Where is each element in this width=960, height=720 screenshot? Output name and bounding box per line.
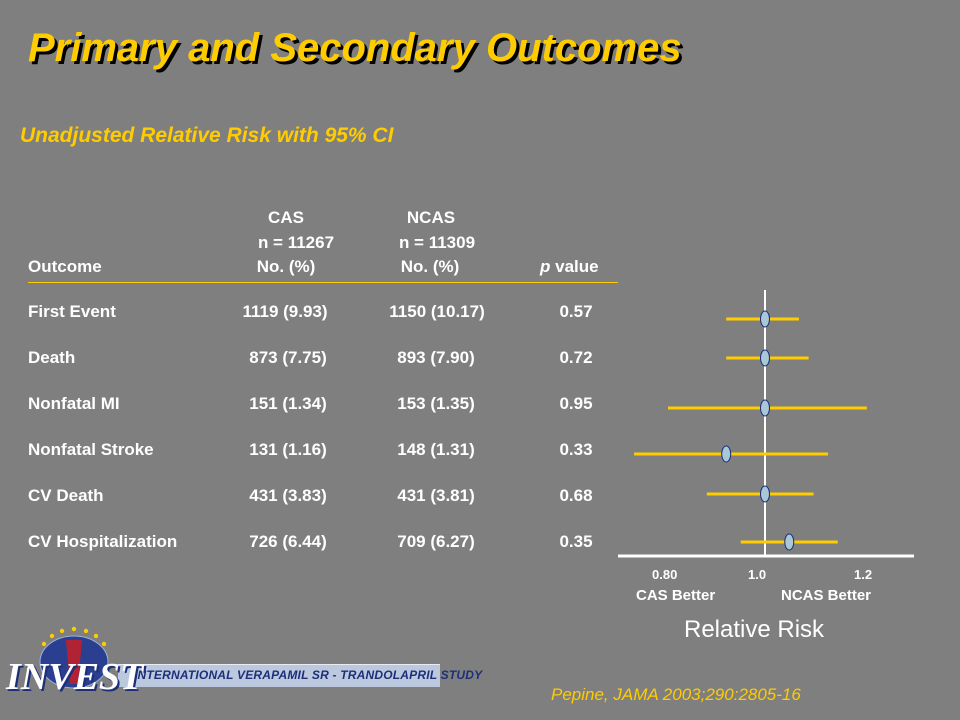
row-ncas-death: 893 (7.90) [397,348,475,367]
row-outcome-first-event: First Event [28,302,116,321]
row-ncas-cv-hospitalization: 709 (6.27) [397,532,475,551]
row-ncas-nonfatal-mi: 153 (1.35) [397,394,475,413]
citation: Pepine, JAMA 2003;290:2805-16 [551,685,801,704]
row-ncas-nonfatal-stroke: 148 (1.31) [397,440,475,459]
ncas-better-label: NCAS Better [781,587,872,604]
slide-subtitle: Unadjusted Relative Risk with 95% CI [20,124,394,147]
header-p-word: value [555,257,599,276]
row-cas-cv-death: 431 (3.83) [249,486,327,505]
header-cas-n: n = 11267 [257,233,335,252]
x-tick-0-80: 0.80 [652,567,678,582]
header-ncas-name: NCAS [406,208,456,227]
row-outcome-cv-death: CV Death [28,486,104,505]
x-tick-1-2: 1.2 [854,567,873,582]
row-p-first-event: 0.57 [559,302,593,321]
x-axis-title: Relative Risk [684,616,825,643]
row-p-death: 0.72 [559,348,593,367]
header-ncas-unit: No. (%) [400,257,460,276]
row-outcome-nonfatal-mi: Nonfatal MI [28,394,120,413]
header-divider [28,282,618,283]
header-p-value: p value [540,257,599,277]
logo-globe-icon [39,626,109,689]
logo-banner-text: INTERNATIONAL VERAPAMIL SR - TRANDOLAPRI… [134,668,483,682]
row-p-nonfatal-mi: 0.95 [559,394,593,413]
header-cas-unit: No. (%) [256,257,316,276]
rr-marker-nonfatal-mi [760,399,770,417]
row-ncas-cv-death: 431 (3.81) [397,486,475,505]
rr-marker-first-event [760,310,770,328]
row-cas-cv-hospitalization: 726 (6.44) [249,532,327,551]
rr-marker-death [760,349,770,367]
cas-better-label: CAS Better [636,587,716,604]
row-outcome-cv-hospitalization: CV Hospitalization [28,532,178,551]
row-cas-death: 873 (7.75) [249,348,327,367]
logo-wordmark: INVEST [6,656,144,698]
row-p-cv-hospitalization: 0.35 [559,532,593,551]
row-cas-nonfatal-mi: 151 (1.34) [249,394,327,413]
x-tick-1-0: 1.0 [748,567,767,582]
logo-banner: INTERNATIONAL VERAPAMIL SR - TRANDOLAPRI… [118,664,482,687]
header-ncas-n: n = 11309 [398,233,476,252]
row-cas-first-event: 1119 (9.93) [242,302,328,321]
row-cas-nonfatal-stroke: 131 (1.16) [249,440,327,459]
rr-marker-cv-hospitalization [784,533,795,551]
slide-title: Primary and Secondary Outcomes [28,26,682,70]
rr-marker-cv-death [760,485,770,503]
header-cas-name: CAS [268,208,304,227]
row-p-nonfatal-stroke: 0.33 [559,440,593,459]
rr-marker-nonfatal-stroke [721,445,732,463]
row-ncas-first-event: 1150 (10.17) [389,302,485,321]
header-outcome: Outcome [28,257,102,276]
row-outcome-nonfatal-stroke: Nonfatal Stroke [28,440,154,459]
row-p-cv-death: 0.68 [559,486,593,505]
row-outcome-death: Death [28,348,76,367]
header-p-letter: p [540,257,551,276]
